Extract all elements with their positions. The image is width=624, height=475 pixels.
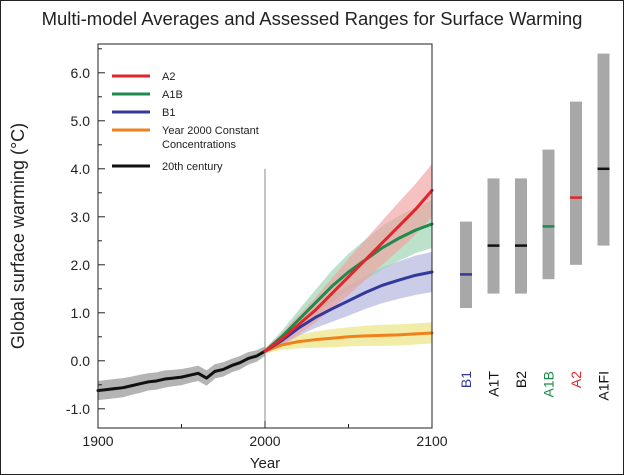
chart-title: Multi-model Averages and Assessed Ranges… (41, 8, 583, 29)
range-label-1: A1T (486, 371, 502, 397)
range-bar-4 (570, 101, 582, 265)
y-tick-label-0: -1.0 (66, 401, 90, 417)
uncertainty-band-0 (98, 346, 265, 401)
y-tick-label-4: 3.0 (71, 209, 91, 225)
x-axis-label: Year (250, 455, 280, 472)
range-label-4: A2 (568, 371, 584, 388)
series-line-3 (263, 222, 434, 353)
range-bar-3 (542, 149, 555, 280)
y-tick-label-5: 4.0 (71, 161, 91, 177)
legend-label-4: 20th century (162, 161, 223, 173)
series-line-0 (96, 349, 267, 393)
y-tick-label-7: 6.0 (71, 65, 91, 81)
y-tick-label-2: 1.0 (71, 305, 91, 321)
legend-label-3-line2: Concentrations (162, 139, 236, 151)
y-tick-label-6: 5.0 (71, 113, 91, 129)
series-line-2 (263, 270, 434, 353)
y-tick-label-3: 2.0 (71, 257, 91, 273)
range-label-3: A1B (541, 371, 557, 397)
range-bar-5 (597, 53, 610, 246)
series-line-4 (263, 188, 434, 353)
x-tick-label-0: 1900 (82, 433, 113, 449)
range-label-0: B1 (458, 371, 474, 388)
legend-label-1: A1B (162, 89, 183, 101)
x-tick-label-1: 2000 (249, 433, 280, 449)
range-bar-1 (487, 178, 500, 294)
range-label-2: B2 (513, 371, 529, 388)
legend-label-0: A2 (162, 71, 175, 83)
legend-label-3: Year 2000 Constant (162, 125, 259, 137)
series-line-1 (263, 331, 434, 353)
range-bar-0 (460, 221, 472, 308)
range-bar-2 (515, 178, 527, 294)
y-axis-label: Global surface warming (°C) (8, 123, 28, 349)
range-label-5: A1FI (596, 371, 612, 401)
x-tick-label-2: 2100 (416, 433, 447, 449)
y-tick-label-1: 0.0 (71, 353, 91, 369)
uncertainty-band-4 (265, 164, 432, 354)
legend-label-2: B1 (162, 107, 175, 119)
